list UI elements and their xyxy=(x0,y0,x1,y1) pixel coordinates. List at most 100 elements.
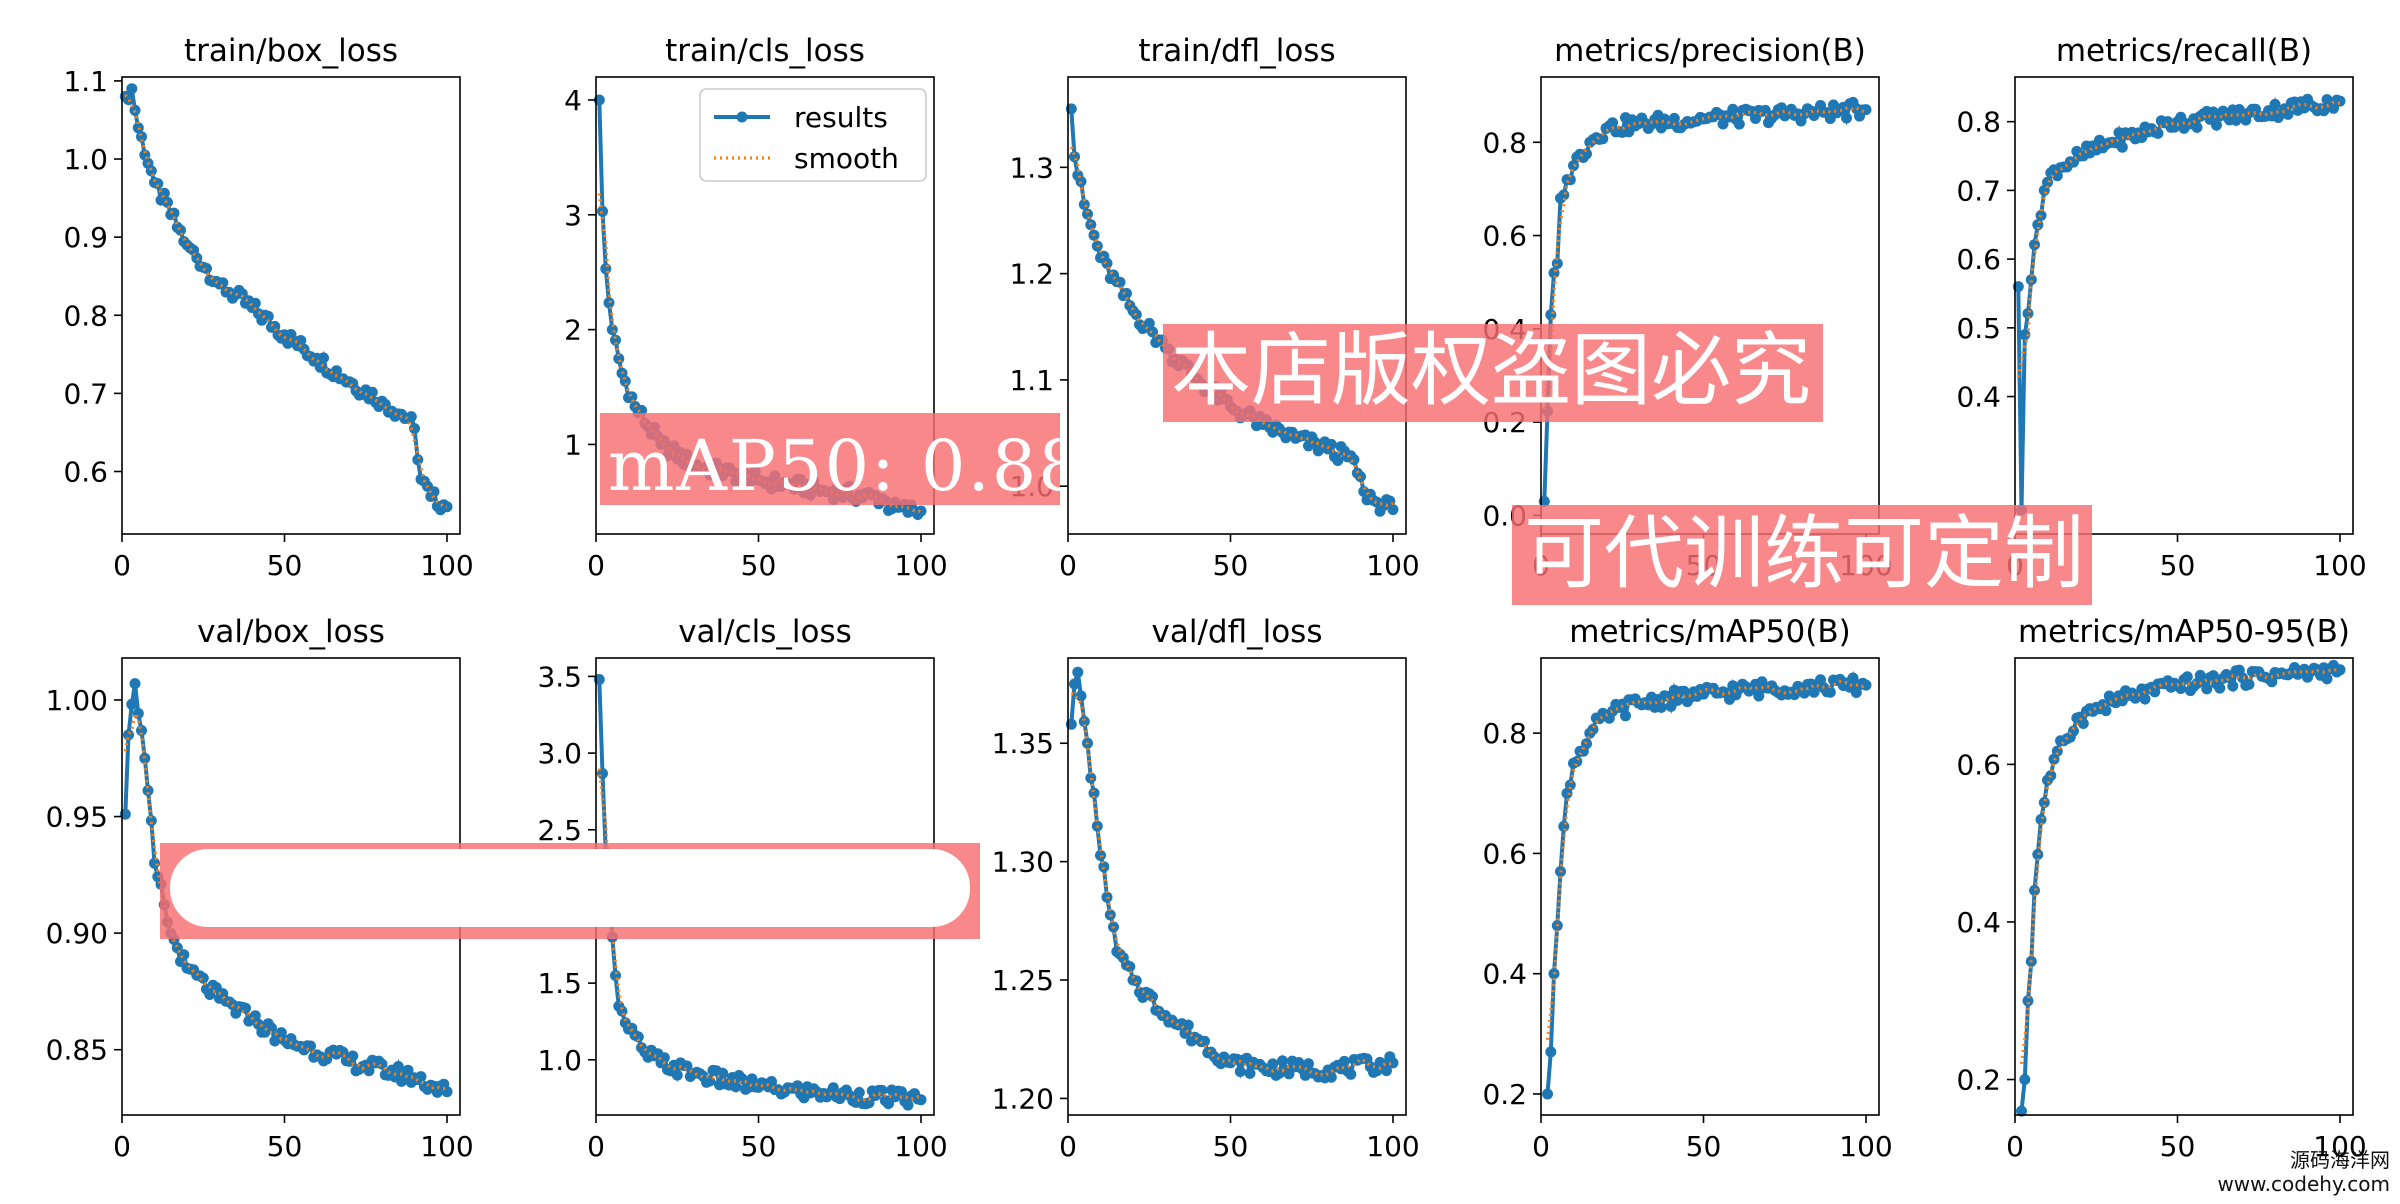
data-point xyxy=(1841,112,1852,124)
data-point xyxy=(1581,148,1592,160)
x-tick-label: 0 xyxy=(2006,1130,2024,1163)
data-point xyxy=(2139,693,2151,705)
smooth-line xyxy=(1542,106,1867,410)
data-point xyxy=(1824,686,1836,698)
y-tick-label: 0.6 xyxy=(1956,243,2001,276)
y-tick-label: 0.9 xyxy=(63,221,108,254)
chart-title: metrics/recall(B) xyxy=(2056,33,2312,69)
x-tick-label: 100 xyxy=(2313,1130,2366,1163)
y-tick-label: 0.2 xyxy=(1482,1078,1527,1111)
y-tick-label: 0.95 xyxy=(46,801,108,834)
data-point xyxy=(1147,326,1158,338)
results-line xyxy=(1069,671,1395,1083)
training-banner: 可代训练可定制 xyxy=(1512,505,2092,605)
data-point xyxy=(1121,287,1132,299)
data-point xyxy=(2334,95,2346,107)
data-point xyxy=(402,1064,414,1076)
data-point xyxy=(2035,814,2047,825)
data-point xyxy=(1332,455,1344,466)
data-point xyxy=(1277,1055,1288,1067)
data-point xyxy=(610,334,621,346)
data-point xyxy=(1620,710,1631,722)
plot-frame xyxy=(1067,76,1407,535)
x-tick-label: 100 xyxy=(1366,549,1419,582)
x-tick-label: 50 xyxy=(2160,549,2196,582)
data-point xyxy=(2334,664,2346,676)
plot-frame xyxy=(2014,76,2354,535)
x-tick-label: 0 xyxy=(1532,1130,1550,1163)
results-line xyxy=(1542,98,1867,502)
x-tick-label: 50 xyxy=(1213,549,1249,582)
data-point xyxy=(863,1097,875,1109)
data-point xyxy=(2266,676,2278,688)
blank-banner xyxy=(160,843,980,939)
results-line xyxy=(123,88,449,513)
data-point xyxy=(1085,772,1097,784)
data-point xyxy=(139,752,151,764)
data-point xyxy=(1098,861,1110,873)
y-tick-label: 1.20 xyxy=(992,1082,1054,1115)
data-point xyxy=(658,1052,670,1064)
x-tick-label: 0 xyxy=(113,549,131,582)
x-tick-label: 0 xyxy=(587,1130,605,1163)
data-point xyxy=(2116,141,2128,153)
data-point xyxy=(126,698,138,710)
data-point xyxy=(2282,108,2294,120)
data-point xyxy=(2269,98,2281,110)
x-tick-label: 100 xyxy=(2313,549,2366,582)
y-tick-label: 0.6 xyxy=(1482,837,1527,870)
smooth-line xyxy=(2016,100,2341,378)
data-point xyxy=(2321,673,2333,685)
data-point xyxy=(2191,121,2203,133)
x-tick-label: 100 xyxy=(894,1130,947,1163)
y-tick-label: 0.2 xyxy=(1956,1064,2001,1097)
plot-frame xyxy=(1540,657,1880,1116)
data-point xyxy=(1387,1057,1399,1069)
chart-title: train/box_loss xyxy=(184,33,398,69)
y-tick-label: 0.6 xyxy=(1956,748,2001,781)
chart-title: metrics/mAP50-95(B) xyxy=(2018,614,2350,650)
data-point xyxy=(1143,317,1155,329)
data-point xyxy=(295,335,307,346)
data-point xyxy=(902,1099,914,1111)
data-point xyxy=(149,857,160,869)
x-tick-label: 50 xyxy=(1213,1130,1249,1163)
data-point xyxy=(337,1046,349,1058)
y-tick-label: 1.1 xyxy=(1009,364,1054,397)
data-point xyxy=(671,1069,683,1081)
data-point xyxy=(2201,683,2213,695)
y-tick-label: 0.8 xyxy=(63,299,108,332)
data-point xyxy=(1283,1068,1295,1080)
y-tick-label: 1.2 xyxy=(1009,258,1054,291)
y-tick-label: 1.3 xyxy=(1009,151,1054,184)
data-point xyxy=(896,1086,907,1098)
y-tick-label: 2.5 xyxy=(537,814,582,847)
data-point xyxy=(363,1065,375,1077)
data-point xyxy=(2019,329,2031,341)
data-point xyxy=(2025,274,2037,286)
x-tick-label: 100 xyxy=(894,549,947,582)
chart-title: val/box_loss xyxy=(197,614,385,650)
data-point xyxy=(1381,1065,1392,1077)
data-point xyxy=(1338,1055,1350,1067)
y-tick-label: 0.7 xyxy=(63,377,108,410)
data-point xyxy=(1564,779,1576,791)
data-point xyxy=(626,391,638,403)
copyright-banner: 本店版权盗图必究 xyxy=(1163,324,1823,422)
x-tick-label: 0 xyxy=(1059,549,1077,582)
data-point xyxy=(366,386,378,398)
chart-panel: val/dfl_loss 1.20 1.25 1.30 1.35 0 50 100 xyxy=(992,614,1420,1163)
map-banner: mAP50: 0.88 xyxy=(600,413,1060,505)
x-tick-label: 100 xyxy=(1366,1130,1419,1163)
x-tick-label: 50 xyxy=(741,549,777,582)
data-point xyxy=(2051,745,2063,757)
data-point xyxy=(600,263,612,275)
data-point xyxy=(1860,104,1872,116)
data-point xyxy=(318,352,329,364)
data-point xyxy=(175,224,186,236)
data-point xyxy=(409,423,420,434)
data-point xyxy=(1182,1019,1194,1031)
data-point xyxy=(2243,678,2255,690)
x-tick-label: 0 xyxy=(113,1130,131,1163)
